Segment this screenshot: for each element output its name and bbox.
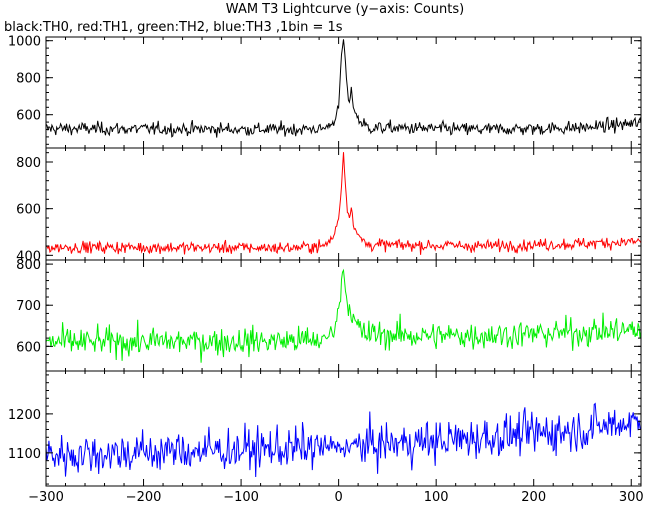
x-axis: −300 −200 −100 0 100 200 300 bbox=[28, 490, 644, 505]
y-tick-label: 700 bbox=[16, 299, 41, 314]
y-tick-label: 800 bbox=[16, 72, 41, 87]
chart-title: WAM T3 Lightcurve (y−axis: Counts) bbox=[226, 2, 464, 17]
series-th0 bbox=[46, 39, 641, 138]
series-th1 bbox=[46, 152, 641, 255]
x-tick-label: 200 bbox=[521, 490, 546, 505]
chart-subtitle: black:TH0, red:TH1, green:TH2, blue:TH3 … bbox=[4, 20, 343, 35]
x-tick-label: 0 bbox=[334, 490, 342, 505]
y-tick-label: 600 bbox=[16, 109, 41, 124]
y-tick-label: 600 bbox=[16, 340, 41, 355]
y-tick-label: 800 bbox=[16, 156, 41, 171]
y-tick-label: 800 bbox=[16, 258, 41, 273]
x-tick-label: −300 bbox=[28, 490, 64, 505]
panel-th0: 600 800 1000 bbox=[8, 35, 642, 149]
y-tick-label: 1200 bbox=[8, 408, 41, 423]
panel-th3: 1100 1200 bbox=[8, 370, 642, 487]
y-tick-label: 400 bbox=[16, 249, 41, 264]
panel-frame bbox=[45, 370, 642, 487]
series-th3 bbox=[46, 402, 641, 478]
series-th2 bbox=[46, 268, 641, 363]
panel-frame bbox=[45, 259, 642, 372]
x-tick-label: −100 bbox=[223, 490, 259, 505]
y-tick-label: 1100 bbox=[8, 447, 41, 462]
y-tick-label: 600 bbox=[16, 203, 41, 218]
x-tick-label: 100 bbox=[424, 490, 449, 505]
x-tick-label: −200 bbox=[126, 490, 162, 505]
panel-th2: 600 700 800 bbox=[16, 258, 642, 372]
panel-frame bbox=[45, 36, 642, 149]
y-tick-label: 1000 bbox=[8, 35, 41, 50]
panel-th1: 400 600 800 bbox=[16, 147, 642, 264]
x-tick-label: 300 bbox=[619, 490, 644, 505]
panels-group: 600 800 1000 400 600 800 600 700 800 1100 1200 bbox=[8, 35, 642, 487]
